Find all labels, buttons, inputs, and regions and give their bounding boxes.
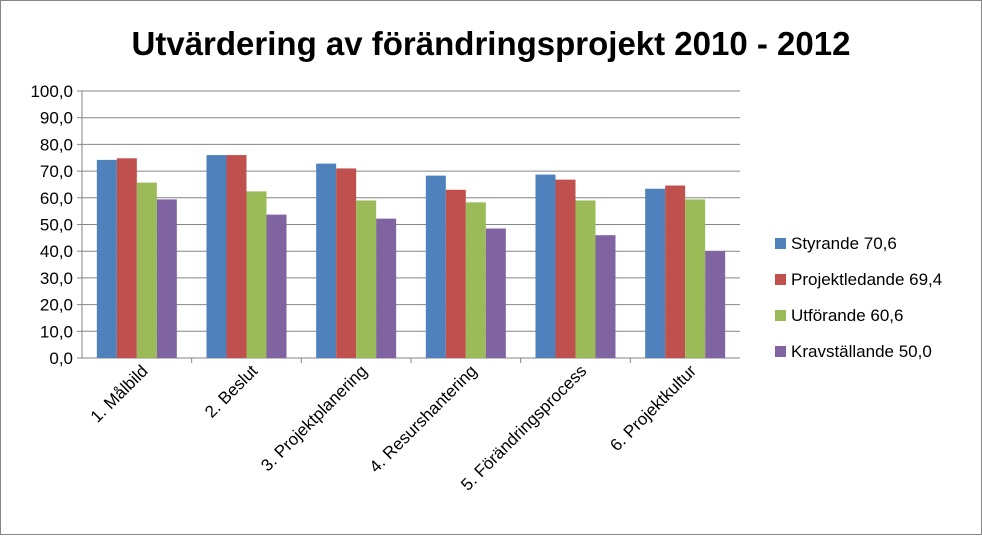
x-tick-label: 1. Målbild xyxy=(87,361,152,426)
bar xyxy=(96,159,117,358)
axes xyxy=(77,90,740,363)
bars xyxy=(96,155,726,358)
y-tick-label: 50,0 xyxy=(40,216,73,235)
bar xyxy=(246,191,267,358)
y-tick-label: 10,0 xyxy=(40,322,73,341)
y-tick-label: 100,0 xyxy=(30,82,73,101)
x-tick-label: 2. Beslut xyxy=(201,361,261,421)
legend-swatch xyxy=(775,310,786,321)
y-tick-label: 20,0 xyxy=(40,296,73,315)
bar xyxy=(645,188,666,358)
chart-title: Utvärdering av förändringsprojekt 2010 -… xyxy=(132,25,851,62)
bar xyxy=(336,168,357,358)
y-tick-label: 60,0 xyxy=(40,189,73,208)
legend: Styrande 70,6 Projektledande 69,4 Utförand… xyxy=(775,234,942,361)
x-tick-label: 5. Förändringsprocess xyxy=(457,361,590,494)
grid-lines xyxy=(82,90,740,332)
bar xyxy=(595,235,616,358)
x-tick-label: 4. Resurshantering xyxy=(366,361,481,476)
y-tick-label: 80,0 xyxy=(40,135,73,154)
x-tick-label: 3. Projektplanering xyxy=(257,361,371,475)
legend-label: Styrande 70,6 xyxy=(791,234,897,253)
bar xyxy=(465,202,486,358)
bar xyxy=(316,163,337,358)
legend-label: Kravställande 50,0 xyxy=(791,342,932,361)
legend-label: Projektledande 69,4 xyxy=(791,270,942,289)
bar xyxy=(485,228,506,358)
legend-swatch xyxy=(775,346,786,357)
bar xyxy=(575,200,596,358)
bar xyxy=(445,189,466,358)
legend-label: Utförande 60,6 xyxy=(791,306,903,325)
bar xyxy=(425,175,446,358)
y-tick-label: 0,0 xyxy=(49,349,73,368)
x-tick-label: 6. Projektkultur xyxy=(606,361,700,455)
y-tick-label: 70,0 xyxy=(40,162,73,181)
bar xyxy=(206,155,227,358)
y-tick-labels: 0,0 10,0 20,0 30,0 40,0 50,0 60,0 70,0 80,0 90,0 1… xyxy=(30,82,73,368)
legend-swatch xyxy=(775,238,786,249)
bar xyxy=(226,155,247,358)
y-tick-label: 30,0 xyxy=(40,269,73,288)
bar xyxy=(705,251,726,358)
y-tick-label: 40,0 xyxy=(40,242,73,261)
bar xyxy=(685,199,706,358)
bar xyxy=(116,158,137,358)
bar xyxy=(555,179,576,358)
y-tick-label: 90,0 xyxy=(40,109,73,128)
bar xyxy=(665,185,686,358)
bar xyxy=(535,174,556,358)
bar xyxy=(356,200,377,358)
bar xyxy=(266,214,287,358)
bar xyxy=(136,182,157,358)
legend-swatch xyxy=(775,274,786,285)
bar xyxy=(156,199,177,358)
bar xyxy=(376,218,397,358)
